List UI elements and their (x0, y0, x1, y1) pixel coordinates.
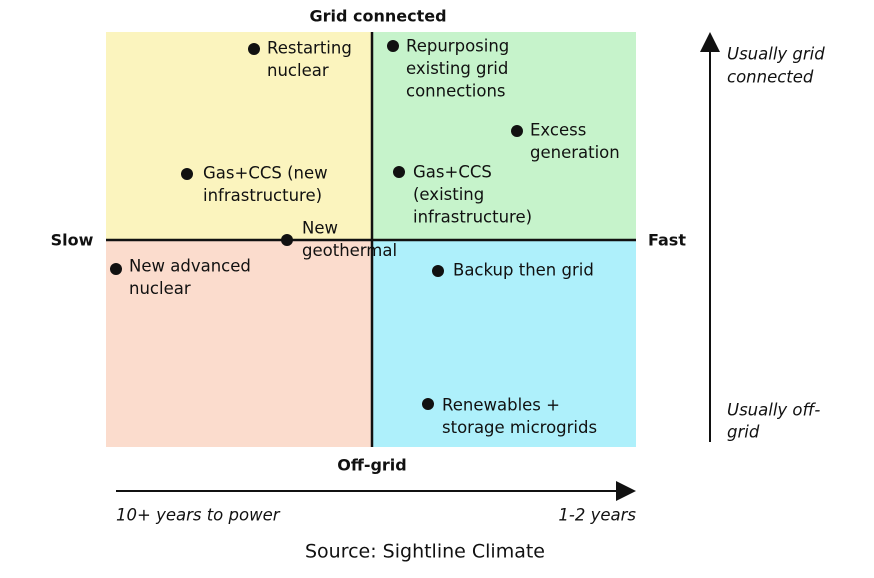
node-label: generation (530, 143, 620, 162)
node-dot (248, 43, 260, 55)
node-label: Renewables + (442, 396, 560, 415)
quadrant-slow-offgrid (106, 240, 372, 447)
node-dot (387, 40, 399, 52)
axis-left-text: 10+ years to power (116, 506, 281, 525)
node-label: Gas+CCS (new (203, 164, 328, 183)
node-label: nuclear (267, 61, 329, 80)
bottom-label: Off-grid (337, 456, 406, 475)
left-label: Slow (51, 231, 94, 250)
node-label: nuclear (129, 279, 191, 298)
node-dot (393, 166, 405, 178)
quadrant-slow-grid (106, 32, 372, 240)
node-dot (511, 125, 523, 137)
node-dot (432, 265, 444, 277)
node-dot (110, 263, 122, 275)
node-dot (281, 234, 293, 246)
quadrant-fast-grid (372, 32, 636, 240)
node-label: Gas+CCS (413, 163, 492, 182)
node-label: (existing (413, 185, 484, 204)
node-label: connections (406, 82, 506, 101)
quadrant-fast-offgrid (372, 240, 636, 447)
axis-bottom-text: grid (727, 423, 760, 442)
node-label: Excess (530, 121, 586, 140)
axis-top-text: Usually grid (727, 45, 825, 64)
node-dot (181, 168, 193, 180)
node-label: geothermal (302, 241, 397, 260)
node-label: Backup then grid (453, 261, 594, 280)
top-label: Grid connected (309, 7, 446, 26)
node-label: Restarting (267, 39, 352, 58)
node-label: New (302, 219, 338, 238)
node-label: infrastructure) (203, 186, 322, 205)
node-label: storage microgrids (442, 418, 597, 437)
axis-right-text: 1-2 years (558, 506, 636, 525)
axis-top-text: connected (727, 68, 814, 87)
node-label: infrastructure) (413, 208, 532, 227)
right-label: Fast (648, 231, 686, 250)
node-label: New advanced (129, 257, 251, 276)
node-label: Repurposing (406, 37, 509, 56)
node-dot (422, 398, 434, 410)
axis-bottom-text: Usually off- (727, 401, 820, 420)
source: Source: Sightline Climate (305, 541, 545, 563)
node-label: existing grid (406, 59, 508, 78)
